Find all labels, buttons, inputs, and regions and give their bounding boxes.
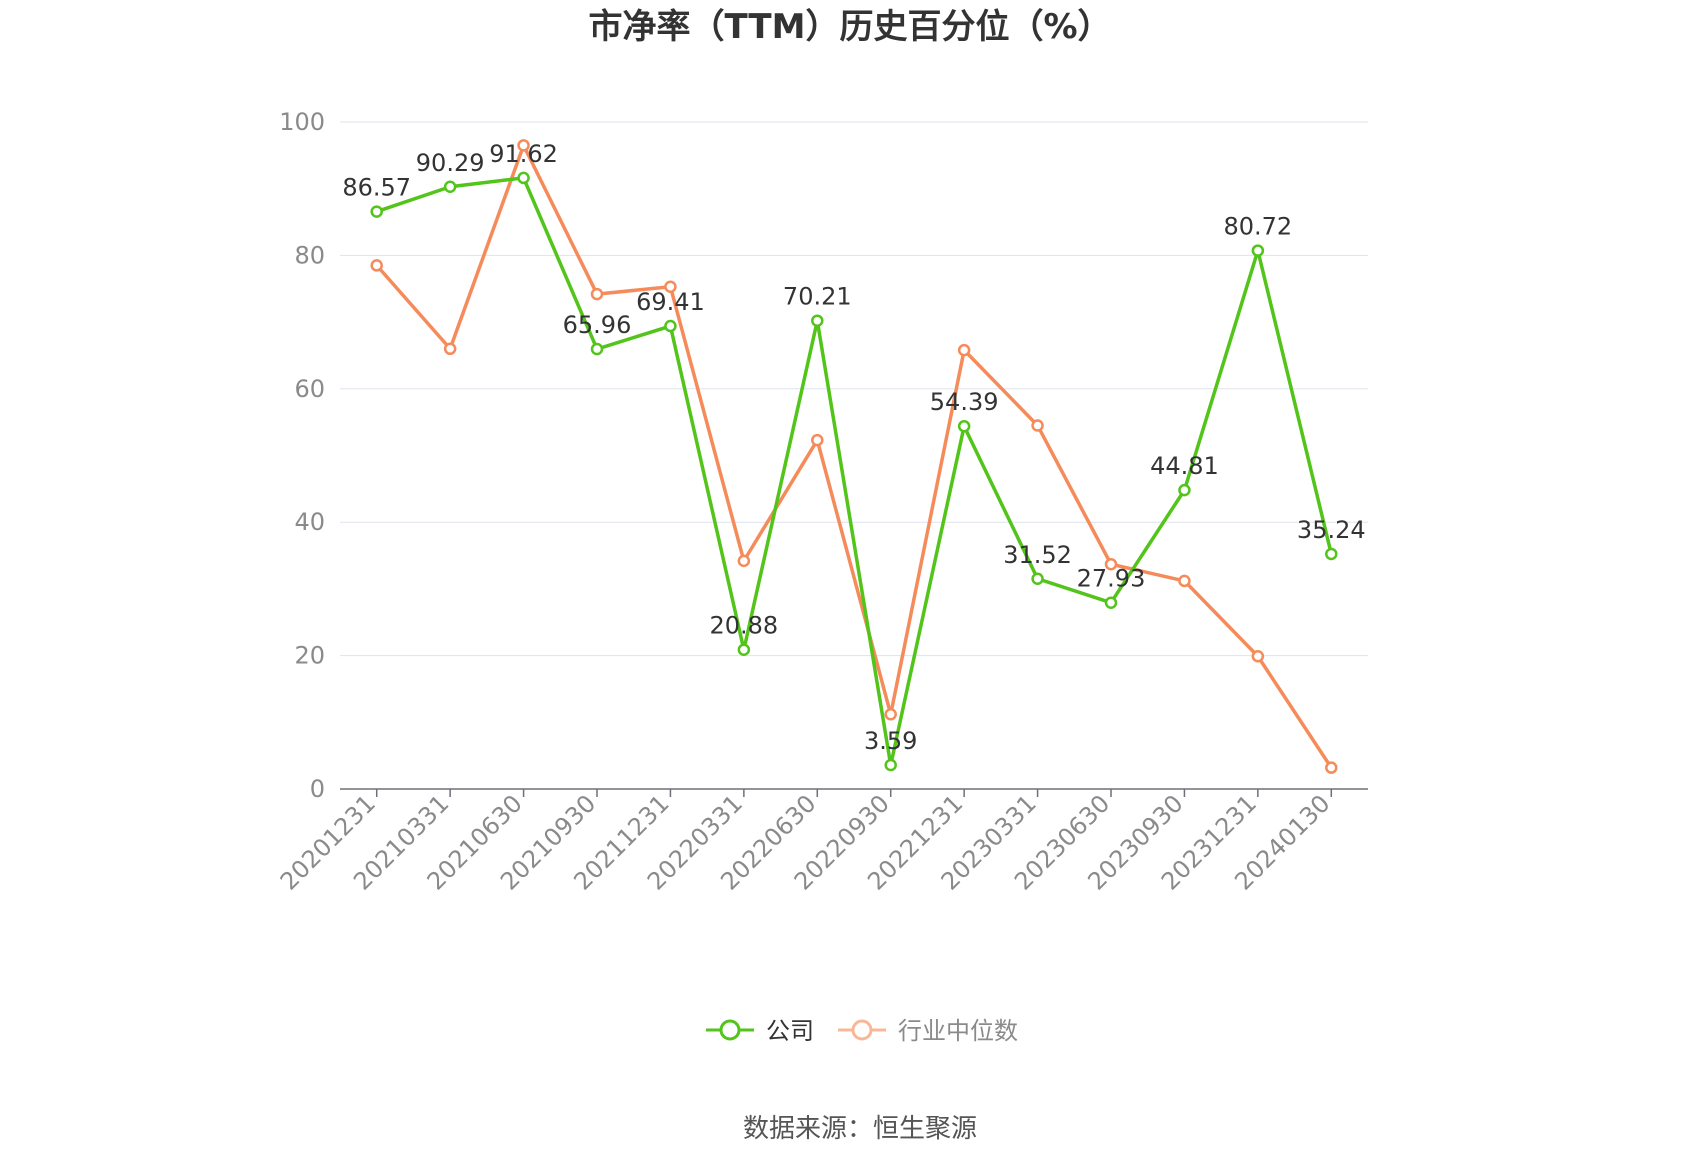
y-tick-label-0: 0 — [310, 775, 325, 803]
series-0-point-20210630 — [517, 171, 530, 185]
series-0-point-20220630 — [811, 314, 824, 327]
series-line-0 — [376, 176, 1333, 767]
y-tick-label-100: 100 — [279, 108, 325, 136]
series-1-point-20201231 — [370, 259, 383, 272]
data-label-20230331: 31.52 — [1003, 541, 1072, 569]
series-0-point-20230930 — [1178, 483, 1191, 497]
series-0-point-20201231 — [370, 205, 383, 218]
series-0-point-20240130 — [1325, 547, 1338, 561]
chart-title: 市净率（TTM）历史百分位（%） — [588, 7, 1111, 47]
legend-company-marker — [719, 1019, 741, 1041]
series-0-point-20221231 — [957, 419, 971, 433]
series-1-point-20230930 — [1178, 574, 1191, 588]
y-tick-label-60: 60 — [294, 375, 325, 403]
series-line-1 — [375, 143, 1333, 769]
axis-layer: 0204060801002020123120210331202106302021… — [275, 108, 1368, 896]
legend: 公司 行业中位数 — [706, 1017, 1018, 1045]
series-1-point-20210331 — [443, 342, 457, 356]
y-tick-label-80: 80 — [294, 241, 325, 269]
series-1-point-20220331 — [737, 554, 751, 568]
legend-item-industry[interactable]: 行业中位数 — [838, 1017, 1018, 1045]
series-1-point-20231231 — [1251, 650, 1265, 663]
series-layer — [370, 139, 1338, 774]
series-0-point-20230331 — [1031, 572, 1044, 586]
data-label-20231231: 80.72 — [1223, 213, 1292, 241]
legend-company-label: 公司 — [766, 1017, 814, 1045]
data-label-20221231: 54.39 — [930, 388, 999, 416]
series-0-point-20220930 — [884, 758, 897, 772]
series-1-point-20240130 — [1325, 761, 1338, 774]
series-0-point-20210331 — [443, 180, 457, 194]
series-1-point-20211231 — [664, 280, 677, 293]
data-label-20210630: 91.62 — [489, 140, 558, 168]
series-0-point-20211231 — [664, 319, 677, 333]
data-label-20211231: 69.41 — [636, 288, 705, 316]
series-1-point-20220930 — [884, 708, 897, 721]
data-label-20220930: 3.59 — [864, 727, 917, 755]
legend-item-company[interactable]: 公司 — [706, 1017, 814, 1045]
data-label-20210331: 90.29 — [416, 149, 485, 177]
data-label-20230630: 27.93 — [1077, 565, 1146, 593]
series-1-point-20220630 — [811, 433, 824, 447]
data-label-20201231: 86.57 — [342, 174, 411, 202]
series-1-point-20210930 — [590, 287, 604, 301]
grid-layer — [340, 121, 1368, 657]
series-0-point-20230630 — [1104, 596, 1118, 609]
legend-industry-label: 行业中位数 — [898, 1017, 1018, 1045]
series-0-point-20231231 — [1251, 244, 1265, 257]
y-tick-label-40: 40 — [294, 508, 325, 536]
series-1-point-20210630 — [517, 139, 530, 152]
data-label-20210930: 65.96 — [563, 311, 632, 339]
series-1-point-20221231 — [957, 343, 971, 357]
data-label-20220630: 70.21 — [783, 283, 852, 311]
series-0-point-20210930 — [590, 342, 604, 356]
y-tick-label-20: 20 — [294, 642, 325, 670]
data-label-20230930: 44.81 — [1150, 452, 1219, 480]
source-text: 数据来源：恒生聚源 — [743, 1114, 977, 1144]
data-label-20240130: 35.24 — [1297, 516, 1366, 544]
data-label-20220331: 20.88 — [709, 612, 778, 640]
series-0-point-20220331 — [737, 643, 751, 656]
series-1-point-20230630 — [1104, 557, 1118, 571]
legend-industry-marker — [851, 1019, 873, 1041]
series-1-point-20230331 — [1031, 419, 1044, 432]
